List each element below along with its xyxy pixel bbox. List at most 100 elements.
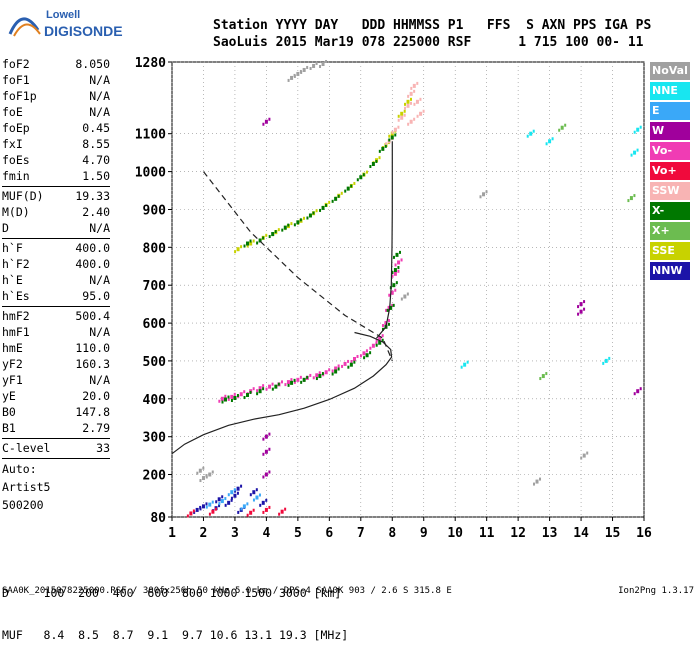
legend-item: X- [650, 202, 690, 220]
data-point [633, 150, 637, 155]
param-name: foF2 [2, 57, 30, 71]
data-point [199, 479, 202, 483]
param-value: 8.050 [75, 57, 110, 71]
data-point [388, 138, 391, 142]
data-point [265, 233, 268, 237]
legend-item: SSE [650, 242, 690, 260]
data-point [262, 122, 265, 126]
data-point [636, 148, 639, 152]
param-note: Auto: [2, 462, 37, 476]
param-row: B0 147.8 [2, 404, 110, 420]
data-point [321, 61, 325, 66]
data-point [306, 375, 309, 379]
data-point [252, 239, 255, 243]
data-point [362, 351, 366, 356]
data-point [479, 195, 482, 199]
data-point [560, 125, 564, 130]
param-name: yF2 [2, 357, 23, 371]
data-point [539, 477, 542, 481]
param-value: 33 [96, 441, 110, 455]
data-point [258, 389, 262, 394]
param-value: 400.0 [75, 257, 110, 271]
data-point [636, 127, 640, 132]
data-point [217, 497, 221, 502]
param-row: D N/A [2, 220, 110, 236]
data-point [397, 125, 400, 129]
data-point [325, 59, 328, 63]
data-point [299, 218, 302, 222]
data-point [334, 369, 338, 374]
param-value: 4.70 [82, 153, 110, 167]
data-point [388, 293, 391, 297]
data-point [409, 119, 413, 124]
data-point [579, 302, 583, 307]
data-point [214, 507, 217, 511]
data-point [268, 470, 271, 474]
data-point [224, 394, 227, 398]
data-point [277, 228, 280, 232]
param-value: 110.0 [75, 341, 110, 355]
data-point [227, 397, 230, 401]
data-point [319, 64, 322, 68]
data-point [482, 192, 486, 197]
data-point [384, 321, 388, 326]
legend-item: NNW [650, 262, 690, 280]
data-point [236, 486, 240, 491]
data-point [586, 451, 589, 455]
data-point [268, 235, 271, 239]
data-point [264, 449, 268, 454]
data-point [419, 111, 423, 116]
data-point [381, 324, 384, 328]
data-point [529, 131, 533, 136]
param-name: h`F2 [2, 257, 30, 271]
model-profile-dashed [203, 171, 393, 362]
data-point [353, 357, 357, 362]
data-point [410, 86, 413, 90]
data-point [198, 468, 202, 473]
data-point [331, 372, 334, 376]
param-name: h`Es [2, 289, 30, 303]
x-tick-label: 14 [573, 526, 589, 541]
param-value: 95.0 [82, 289, 110, 303]
data-point [384, 144, 387, 148]
legend-item: NNE [650, 82, 690, 100]
param-name: foEp [2, 121, 30, 135]
data-point [205, 475, 208, 479]
data-point [271, 382, 274, 386]
data-point [347, 359, 350, 363]
x-tick-label: 12 [510, 526, 526, 541]
data-point [312, 376, 315, 380]
param-separator [2, 238, 110, 239]
digisonde-logo: Lowell DIGISONDE [8, 9, 123, 39]
data-point [302, 377, 306, 382]
data-point [413, 117, 416, 121]
data-point [202, 466, 205, 470]
data-point [271, 387, 274, 391]
x-tick-label: 9 [420, 526, 428, 541]
data-point [262, 510, 265, 514]
data-point [296, 71, 300, 76]
data-point [240, 507, 243, 511]
data-point [264, 119, 268, 124]
data-point [365, 170, 368, 174]
data-point [353, 181, 356, 185]
param-name: yE [2, 389, 16, 403]
legend-item: SSW [650, 182, 690, 200]
param-value: 1.50 [82, 169, 110, 183]
param-name: B0 [2, 405, 16, 419]
data-point [268, 447, 271, 451]
data-point [281, 228, 284, 232]
data-point [340, 191, 343, 195]
param-value: 500.4 [75, 309, 110, 323]
data-point [349, 362, 353, 367]
electron-density-profile [376, 141, 393, 339]
data-point [208, 502, 212, 507]
data-point [328, 368, 331, 372]
data-point [286, 380, 290, 385]
data-point [265, 498, 268, 502]
param-name: yF1 [2, 373, 23, 387]
data-point [268, 384, 272, 389]
param-separator [2, 438, 110, 439]
data-point [243, 244, 246, 248]
param-row: foE N/A [2, 104, 110, 120]
